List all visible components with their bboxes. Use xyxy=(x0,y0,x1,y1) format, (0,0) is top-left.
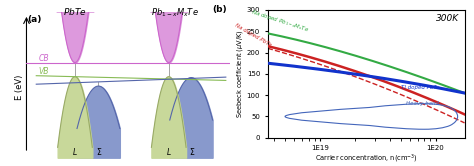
Text: Heavy band: Heavy band xyxy=(406,101,438,106)
Text: (b): (b) xyxy=(213,5,228,14)
Text: (a): (a) xyxy=(27,15,42,24)
X-axis label: Carrier concentration, n(cm$^{-3}$): Carrier concentration, n(cm$^{-3}$) xyxy=(315,153,418,165)
Text: $\Sigma$: $\Sigma$ xyxy=(96,146,102,157)
Y-axis label: Seebeck coefficient ($\mu$V/K): Seebeck coefficient ($\mu$V/K) xyxy=(235,29,245,118)
Text: $Pb_{1-x}M_xTe$: $Pb_{1-x}M_xTe$ xyxy=(151,6,199,19)
Text: Na doped PbTe: Na doped PbTe xyxy=(234,22,272,47)
Text: VB: VB xyxy=(38,67,49,76)
Text: $L$: $L$ xyxy=(72,146,78,157)
Text: $\Sigma$: $\Sigma$ xyxy=(189,146,195,157)
Text: $PbTe$: $PbTe$ xyxy=(63,6,87,17)
Text: CB: CB xyxy=(38,54,49,63)
Text: E (eV): E (eV) xyxy=(16,74,25,100)
Text: 300K: 300K xyxy=(436,14,459,23)
Text: $L$: $L$ xyxy=(166,146,172,157)
Text: Tl doped PbTe: Tl doped PbTe xyxy=(401,85,439,90)
Text: Na doped Pb$_{1-x}$M$_x$Te: Na doped Pb$_{1-x}$M$_x$Te xyxy=(250,8,310,35)
